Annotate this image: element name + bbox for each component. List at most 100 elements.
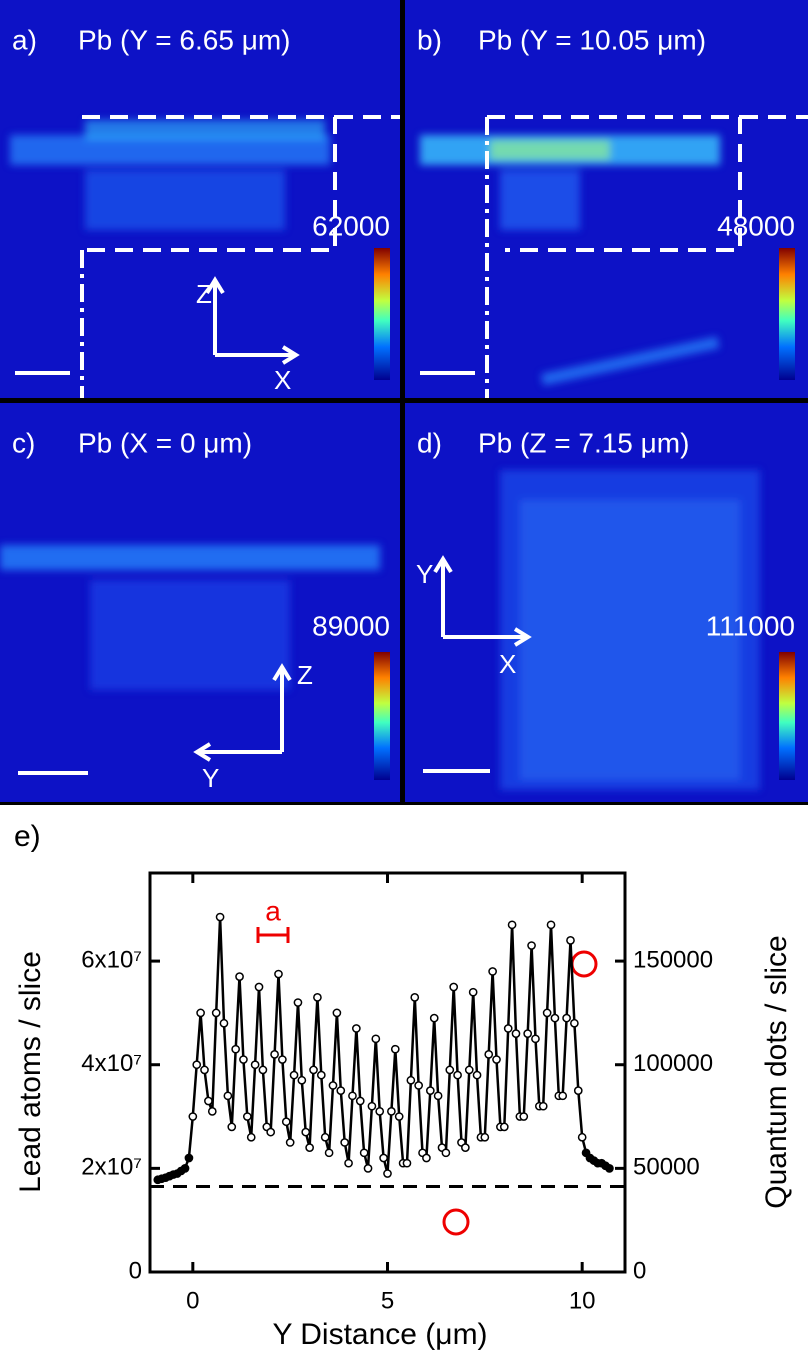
axis-name: Y: [202, 763, 219, 793]
x-tick-label: 0: [186, 1287, 199, 1314]
x-tick-label: 5: [381, 1287, 394, 1314]
data-point: [383, 1169, 392, 1178]
data-point: [379, 1153, 388, 1163]
data-point: [538, 1101, 548, 1111]
data-point: [441, 1148, 451, 1158]
y-axis-label: Lead atoms / slice: [14, 951, 47, 1193]
data-point: [278, 1055, 287, 1064]
data-point: [352, 1024, 361, 1033]
data-point: [313, 993, 322, 1002]
colorbar: [374, 248, 795, 780]
y-tick-label: 2x10⁷: [81, 1154, 142, 1181]
data-point: [488, 967, 497, 976]
data-point: [394, 1112, 404, 1121]
y-tick-label: 4x10⁷: [81, 1050, 142, 1077]
data-point: [472, 1070, 482, 1080]
data-point: [390, 1044, 400, 1054]
panel-title: Pb (X = 0 μm): [78, 427, 252, 458]
data-point: [215, 912, 225, 922]
data-point: [309, 1065, 318, 1075]
panel-b: [405, 0, 808, 398]
data-point: [406, 1075, 416, 1085]
panel-title: Pb (Z = 7.15 μm): [478, 427, 689, 458]
data-point: [566, 936, 575, 945]
data-point: [433, 1091, 443, 1101]
data-point: [285, 1138, 295, 1147]
y2-axis-label: Quantum dots / slice: [760, 935, 793, 1208]
data-point: [336, 1086, 346, 1095]
data-point: [550, 1013, 560, 1023]
data-point: [231, 1044, 241, 1054]
y2-tick-label: 50000: [633, 1154, 700, 1181]
data-point: [344, 1158, 353, 1168]
data-point: [422, 1153, 431, 1163]
data-point: [200, 1065, 209, 1075]
data-point: [320, 1132, 330, 1142]
x-tick-label: 10: [569, 1287, 596, 1314]
data-point: [429, 1013, 439, 1023]
panel-title: Pb (Y = 6.65 μm): [78, 24, 291, 55]
data-point: [239, 1055, 248, 1064]
data-point: [570, 1018, 579, 1028]
data-point: [324, 1148, 334, 1158]
data-point: [387, 1107, 396, 1116]
data-point: [519, 1112, 529, 1121]
data-point: [235, 972, 244, 981]
colorbar-max: 62000: [312, 210, 390, 241]
data-point: [445, 1065, 455, 1075]
data-point: [196, 1008, 205, 1018]
data-point: [328, 1081, 338, 1090]
colorbar-max: 111000: [706, 610, 795, 641]
data-point: [484, 1050, 494, 1059]
annotation: a: [265, 895, 281, 926]
data-point: [425, 1086, 435, 1095]
data-point: [367, 1101, 377, 1111]
data-point: [293, 998, 303, 1007]
y-tick-label: 6x10⁷: [81, 946, 142, 973]
x-axis-label: Y Distance (μm): [272, 1318, 487, 1351]
axis-name: X: [274, 365, 291, 395]
data-point: [274, 969, 283, 979]
data-point: [492, 1055, 501, 1064]
data-line: [157, 916, 611, 1182]
data-point: [316, 1070, 326, 1080]
data-point: [523, 1029, 533, 1038]
data-point: [184, 1153, 194, 1163]
panel-title: Pb (Y = 10.05 μm): [478, 24, 706, 55]
data-point: [207, 1107, 217, 1116]
data-point: [297, 1075, 307, 1085]
data-point: [227, 1122, 237, 1132]
axis-arrow: [193, 276, 532, 762]
y2-tick-label: 150000: [633, 946, 713, 973]
data-point: [289, 1070, 299, 1080]
data-point: [511, 1029, 521, 1038]
data-point: [219, 1018, 229, 1028]
data-point: [266, 1127, 276, 1137]
data-point: [577, 1132, 587, 1142]
data-point: [281, 1117, 291, 1127]
data-point: [363, 1164, 373, 1173]
data-point: [348, 1091, 357, 1101]
data-point: [355, 1096, 365, 1106]
panel-label: c): [12, 427, 35, 458]
data-point: [527, 941, 536, 950]
data-point: [449, 982, 459, 992]
data-point: [188, 1112, 198, 1121]
data-point: [246, 1132, 256, 1142]
data-point: [332, 1008, 342, 1018]
data-point: [542, 1008, 552, 1018]
axis-name: Z: [196, 279, 212, 309]
data-point: [301, 1127, 311, 1137]
panel-label: d): [417, 427, 442, 458]
y2-tick-label: 100000: [633, 1050, 713, 1077]
data-point: [402, 1158, 412, 1168]
data-point: [305, 1143, 314, 1152]
data-point: [359, 1148, 369, 1158]
axis-name: Z: [297, 660, 313, 690]
data-point: [414, 1081, 423, 1090]
data-point: [254, 982, 264, 992]
data-point: [468, 987, 478, 997]
y2-tick-label: 0: [633, 1257, 646, 1284]
data-point: [270, 1050, 279, 1059]
